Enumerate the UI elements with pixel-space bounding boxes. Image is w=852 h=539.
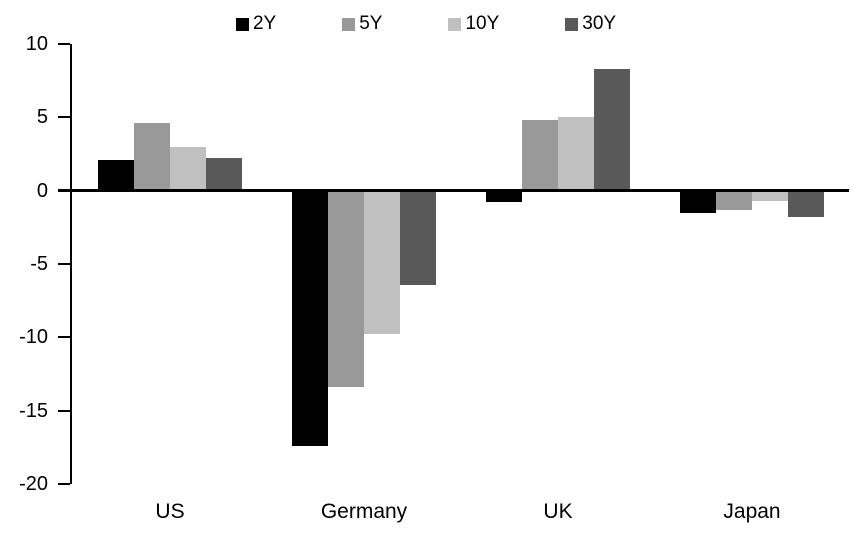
legend-swatch-10y-icon — [448, 17, 462, 31]
bar-uk-30y — [594, 68, 630, 191]
bar-uk-5y — [522, 120, 558, 191]
legend-item-10y: 10Y — [448, 13, 499, 35]
bar-us-10y — [170, 146, 206, 191]
y-tick--10 — [58, 336, 70, 339]
bar-germany-10y — [364, 190, 400, 335]
legend-item-5y: 5Y — [342, 13, 382, 35]
y-tick-label: -20 — [19, 473, 48, 496]
y-tick-label: -5 — [30, 253, 48, 276]
y-tick--5 — [58, 263, 70, 266]
legend-item-2y: 2Y — [235, 13, 277, 35]
bar-germany-2y — [292, 190, 328, 446]
legend-swatch-5y-icon — [342, 17, 356, 31]
bar-japan-10y — [752, 190, 788, 201]
bar-germany-5y — [328, 190, 364, 388]
bar-us-5y — [134, 123, 170, 191]
bar-us-30y — [206, 158, 242, 191]
legend-label: 30Y — [582, 13, 617, 34]
bar-uk-2y — [486, 190, 522, 203]
y-tick-label: 5 — [36, 106, 48, 129]
bar-germany-30y — [400, 190, 436, 285]
chart-legend: 2Y 5Y 10Y 30Y — [0, 13, 852, 35]
legend-label: 5Y — [359, 13, 383, 34]
legend-swatch-30y-icon — [565, 17, 579, 31]
legend-item-30y: 30Y — [565, 13, 616, 35]
bar-japan-30y — [788, 190, 824, 218]
y-tick-10 — [58, 43, 70, 46]
zero-line — [58, 189, 849, 193]
y-axis — [70, 44, 72, 485]
category-label-germany: Germany — [320, 500, 408, 523]
y-tick--20 — [58, 483, 70, 486]
category-label-japan: Japan — [723, 500, 781, 523]
legend-swatch-2y-icon — [235, 17, 249, 31]
y-tick-label: -10 — [19, 326, 48, 349]
bar-japan-2y — [680, 190, 716, 213]
legend-label: 2Y — [252, 13, 277, 34]
y-tick--15 — [58, 409, 70, 412]
bar-japan-5y — [716, 190, 752, 210]
bar-uk-10y — [558, 117, 594, 191]
y-tick-label: -15 — [19, 399, 48, 422]
y-tick-label: 10 — [25, 33, 48, 56]
category-label-uk: UK — [543, 500, 573, 523]
y-tick-label: 0 — [36, 179, 48, 202]
category-label-us: US — [155, 500, 185, 523]
bar-us-2y — [98, 159, 134, 191]
legend-label: 10Y — [465, 13, 500, 34]
y-tick-5 — [58, 116, 70, 119]
